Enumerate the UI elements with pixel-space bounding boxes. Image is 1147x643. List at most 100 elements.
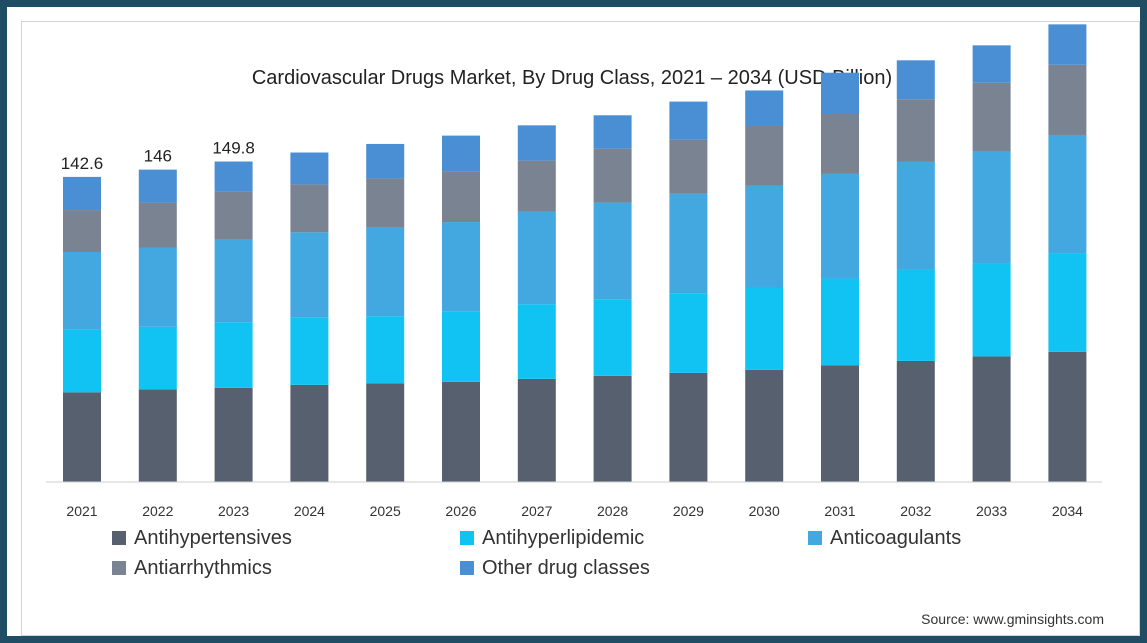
bar-segment-antihyperlipidemic-2030: [745, 287, 784, 370]
bar-segment-antihyperlipidemic-2022: [138, 326, 177, 390]
chart-panel: Cardiovascular Drugs Market, By Drug Cla…: [21, 21, 1140, 636]
legend-label: Anticoagulants: [830, 527, 961, 549]
bar-segment-antihyperlipidemic-2021: [63, 329, 101, 393]
bar-segment-antihypertensives-2029: [669, 372, 708, 482]
bar-segment-other-drug-classes-2021: [63, 176, 101, 211]
bar-segment-antihypertensives-2028: [593, 375, 632, 482]
x-tick-label: 2024: [294, 503, 325, 519]
x-tick-label: 2026: [445, 503, 476, 519]
bar-segment-other-drug-classes-2029: [669, 101, 708, 140]
bar-segment-antihyperlipidemic-2026: [442, 311, 480, 382]
bar-segment-anticoagulants-2033: [972, 151, 1011, 264]
bar-segment-other-drug-classes-2030: [745, 90, 784, 126]
x-tick-label: 2033: [976, 503, 1007, 519]
legend-label: Antihypertensives: [134, 527, 292, 549]
bar-segment-antiarrhythmics-2023: [214, 191, 253, 240]
bar-segment-antihypertensives-2024: [290, 384, 329, 482]
bar-segment-antihyperlipidemic-2027: [517, 304, 556, 379]
x-tick-label: 2032: [900, 503, 931, 519]
bar-segment-antihypertensives-2026: [442, 381, 480, 482]
bar-segment-antiarrhythmics-2029: [669, 139, 708, 194]
x-tick-label: 2031: [824, 503, 855, 519]
bar-segment-antihyperlipidemic-2034: [1048, 253, 1087, 352]
bar-segment-antihypertensives-2023: [214, 387, 253, 482]
bar-segment-antihypertensives-2034: [1048, 351, 1087, 482]
bar-segment-antihypertensives-2027: [517, 378, 556, 482]
bar-segment-other-drug-classes-2026: [442, 135, 480, 172]
x-tick-label: 2029: [673, 503, 704, 519]
bar-segment-antiarrhythmics-2027: [517, 160, 556, 212]
x-tick-label: 2027: [521, 503, 552, 519]
x-tick-label: 2025: [370, 503, 401, 519]
bar-segment-antiarrhythmics-2032: [896, 99, 935, 162]
bar-segment-anticoagulants-2030: [745, 185, 784, 288]
bar-segment-antihypertensives-2033: [972, 356, 1011, 482]
legend: Antihypertensives Antihyperlipidemic Antic…: [112, 527, 961, 579]
bar-segment-anticoagulants-2034: [1048, 134, 1087, 254]
bar-segment-antiarrhythmics-2034: [1048, 64, 1087, 135]
bar-segment-anticoagulants-2026: [442, 222, 480, 312]
chart-title: Cardiovascular Drugs Market, By Drug Cla…: [252, 67, 892, 89]
source-note: Source: www.gminsights.com: [921, 611, 1104, 627]
legend-label: Antihyperlipidemic: [482, 527, 644, 549]
bar-segment-antihypertensives-2022: [138, 389, 177, 482]
x-tick-label: 2023: [218, 503, 249, 519]
bar-segment-antiarrhythmics-2030: [745, 125, 784, 186]
bar-segment-anticoagulants-2023: [214, 239, 253, 323]
legend-label: Other drug classes: [482, 557, 650, 579]
legend-swatch: [460, 561, 474, 575]
bar-segment-anticoagulants-2028: [593, 202, 632, 300]
x-tick-label: 2028: [597, 503, 628, 519]
bar-segment-antiarrhythmics-2021: [63, 210, 101, 252]
bar-segment-anticoagulants-2024: [290, 232, 329, 318]
x-tick-label: 2022: [142, 503, 173, 519]
bar-segment-antihyperlipidemic-2033: [972, 263, 1011, 357]
bar-segment-other-drug-classes-2028: [593, 115, 632, 149]
bar-segment-antiarrhythmics-2033: [972, 82, 1011, 152]
bar-segment-anticoagulants-2022: [138, 247, 177, 327]
bar-segment-anticoagulants-2025: [366, 227, 405, 317]
x-tick-label: 2030: [749, 503, 780, 519]
bar-segment-antihypertensives-2021: [63, 392, 101, 482]
legend-label: Antiarrhythmics: [134, 557, 272, 579]
bar-segment-other-drug-classes-2024: [290, 152, 329, 185]
bar-segment-antiarrhythmics-2026: [442, 171, 480, 223]
bar-segment-anticoagulants-2021: [63, 252, 101, 330]
bar-segment-antihyperlipidemic-2025: [366, 316, 405, 384]
bar-segment-antihypertensives-2025: [366, 383, 405, 482]
bar-segment-antihyperlipidemic-2024: [290, 317, 329, 385]
stacked-bar-chart: Cardiovascular Drugs Market, By Drug Cla…: [46, 24, 1104, 627]
bar-segment-antiarrhythmics-2031: [821, 114, 859, 174]
bar-segment-other-drug-classes-2023: [214, 161, 253, 192]
bar-segment-antihypertensives-2030: [745, 369, 784, 482]
data-label-total: 146: [144, 147, 172, 166]
bar-segment-antihyperlipidemic-2028: [593, 299, 632, 376]
bar-segment-other-drug-classes-2022: [138, 169, 177, 203]
bar-segment-anticoagulants-2032: [896, 161, 935, 270]
bar-segment-other-drug-classes-2031: [821, 72, 859, 114]
bar-segment-other-drug-classes-2027: [517, 125, 556, 161]
bars-group: [63, 24, 1087, 482]
bar-segment-antiarrhythmics-2028: [593, 148, 632, 203]
legend-swatch: [112, 561, 126, 575]
data-label-total: 142.6: [61, 154, 104, 173]
legend-swatch: [460, 531, 474, 545]
bar-segment-antiarrhythmics-2025: [366, 178, 405, 228]
bar-segment-antihyperlipidemic-2031: [821, 278, 859, 366]
bar-segment-antihypertensives-2031: [821, 365, 859, 482]
x-tick-labels: 2021 2022 2023 2024 2025 2026 2027 2028 2029 2030…: [66, 503, 1083, 519]
legend-swatch: [112, 531, 126, 545]
bar-segment-other-drug-classes-2032: [896, 60, 935, 100]
data-label-total: 149.8: [212, 138, 255, 157]
bar-segment-anticoagulants-2029: [669, 193, 708, 294]
x-tick-label: 2034: [1052, 503, 1083, 519]
bar-segment-anticoagulants-2027: [517, 211, 556, 305]
bar-segment-other-drug-classes-2025: [366, 143, 405, 179]
bar-segment-antihyperlipidemic-2023: [214, 322, 253, 388]
bar-segment-antihypertensives-2032: [896, 360, 935, 482]
legend-swatch: [808, 531, 822, 545]
bar-segment-other-drug-classes-2034: [1048, 24, 1087, 65]
bar-segment-anticoagulants-2031: [821, 173, 859, 279]
bar-segment-antihyperlipidemic-2032: [896, 269, 935, 361]
